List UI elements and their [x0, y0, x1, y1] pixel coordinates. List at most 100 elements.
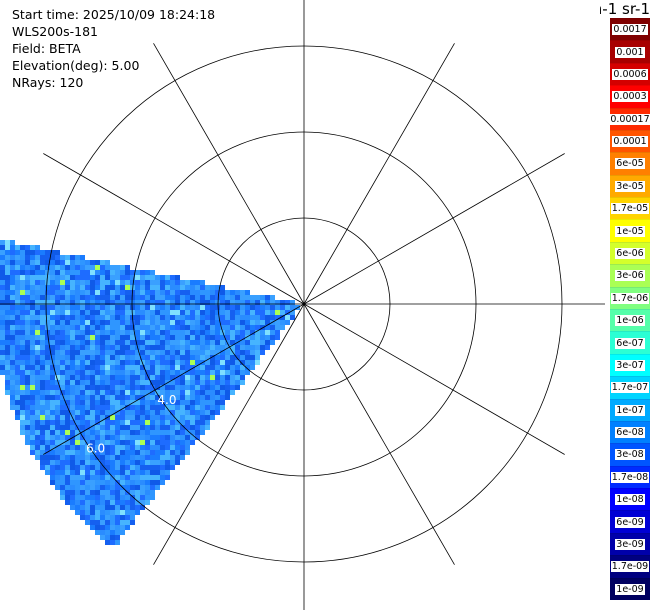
beta-range-gate [155, 475, 160, 480]
beta-range-gate [215, 400, 220, 405]
beta-range-gate [100, 425, 105, 430]
beta-range-gate [105, 540, 110, 545]
beta-range-gate [135, 275, 140, 280]
beta-range-gate [85, 300, 90, 305]
beta-range-gate [155, 430, 160, 435]
beta-range-gate [125, 485, 130, 490]
beta-range-gate [125, 305, 130, 310]
beta-range-gate [120, 510, 125, 515]
beta-range-gate [70, 325, 75, 330]
beta-range-gate [25, 255, 30, 260]
beta-range-gate [135, 460, 140, 465]
beta-range-gate [110, 340, 115, 345]
beta-range-gate [185, 320, 190, 325]
beta-range-gate [235, 330, 240, 335]
beta-range-gate [225, 390, 230, 395]
beta-range-gate [40, 385, 45, 390]
beta-range-gate [110, 525, 115, 530]
beta-range-gate [75, 320, 80, 325]
beta-range-gate [5, 285, 10, 290]
beta-range-gate [195, 280, 200, 285]
beta-range-gate [5, 275, 10, 280]
beta-range-gate [140, 355, 145, 360]
beta-range-gate [40, 370, 45, 375]
beta-range-gate [185, 435, 190, 440]
beta-range-gate [155, 480, 160, 485]
beta-range-gate [235, 310, 240, 315]
beta-range-gate [250, 300, 255, 305]
beta-range-gate [190, 405, 195, 410]
beta-range-gate [10, 340, 15, 345]
beta-range-gate [155, 440, 160, 445]
beta-range-gate [75, 290, 80, 295]
beta-range-gate [120, 360, 125, 365]
beta-range-gate [145, 390, 150, 395]
colorbar-tick-label: 1e-06 [615, 315, 645, 327]
beta-range-gate [200, 430, 205, 435]
beta-range-gate [50, 470, 55, 475]
beta-range-gate [135, 455, 140, 460]
beta-range-gate [210, 370, 215, 375]
beta-range-gate [255, 310, 260, 315]
beta-range-gate [5, 270, 10, 275]
beta-range-gate [70, 290, 75, 295]
beta-range-gate [190, 420, 195, 425]
beta-range-gate [80, 385, 85, 390]
beta-range-gate [115, 520, 120, 525]
beta-range-gate [20, 335, 25, 340]
beta-range-gate [85, 345, 90, 350]
beta-range-gate [165, 405, 170, 410]
beta-range-gate [65, 480, 70, 485]
beta-range-gate [155, 435, 160, 440]
beta-range-gate [105, 305, 110, 310]
beta-range-gate [175, 450, 180, 455]
beta-range-gate [95, 490, 100, 495]
beta-range-gate [175, 330, 180, 335]
beta-range-gate [35, 375, 40, 380]
beta-range-gate [180, 390, 185, 395]
beta-range-gate [150, 380, 155, 385]
beta-range-gate [185, 400, 190, 405]
beta-range-gate [145, 490, 150, 495]
beta-range-gate [85, 385, 90, 390]
beta-range-gate [55, 365, 60, 370]
beta-range-gate [150, 300, 155, 305]
beta-range-gate [175, 315, 180, 320]
colorbar-tick-label: 0.001 [615, 46, 645, 58]
beta-range-gate [145, 365, 150, 370]
beta-range-gate [180, 415, 185, 420]
beta-range-gate [65, 355, 70, 360]
beta-range-gate [170, 380, 175, 385]
beta-range-gate [30, 430, 35, 435]
beta-range-gate [75, 380, 80, 385]
beta-range-gate [40, 400, 45, 405]
beta-range-gate [215, 310, 220, 315]
beta-range-gate [35, 350, 40, 355]
beta-range-gate [95, 460, 100, 465]
beta-range-gate [80, 515, 85, 520]
beta-range-gate [230, 355, 235, 360]
beta-range-gate [110, 355, 115, 360]
beta-range-gate [70, 410, 75, 415]
beta-range-gate [85, 290, 90, 295]
beta-range-gate [20, 285, 25, 290]
beta-range-gate [90, 420, 95, 425]
beta-range-gate [125, 285, 130, 290]
beta-range-gate [170, 465, 175, 470]
beta-range-gate [160, 295, 165, 300]
beta-range-gate [15, 250, 20, 255]
beta-range-gate [200, 370, 205, 375]
beta-range-gate [80, 345, 85, 350]
beta-range-gate [110, 445, 115, 450]
beta-range-gate [50, 385, 55, 390]
beta-range-gate [100, 515, 105, 520]
beta-range-gate [115, 510, 120, 515]
beta-range-gate [75, 415, 80, 420]
beta-range-gate [120, 495, 125, 500]
beta-range-gate [125, 380, 130, 385]
beta-range-gate [60, 255, 65, 260]
beta-range-gate [150, 275, 155, 280]
beta-range-gate [30, 355, 35, 360]
beta-range-gate [55, 405, 60, 410]
beta-range-gate [60, 470, 65, 475]
